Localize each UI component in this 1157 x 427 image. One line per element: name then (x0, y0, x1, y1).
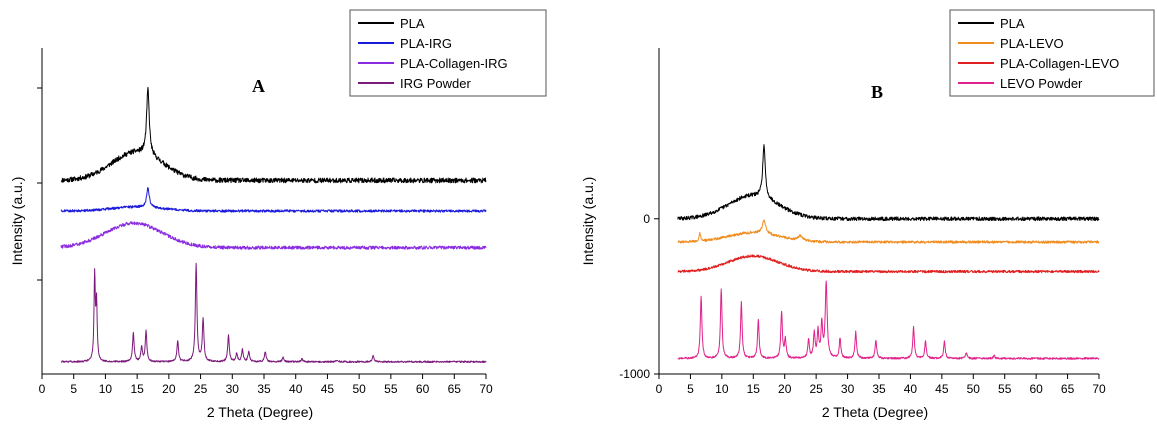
y-tick-label: 0 (643, 212, 650, 226)
series-line-irg-powder (60, 262, 487, 364)
y-axis-label: Intensity (a.u.) (9, 177, 25, 266)
x-tick-label: 15 (130, 382, 144, 396)
x-tick-label: 40 (289, 382, 303, 396)
legend-entry: LEVO Powder (1000, 76, 1083, 91)
x-axis-label: 2 Theta (Degree) (822, 404, 928, 420)
legend-box (949, 9, 1155, 97)
series-line-pla-collagen-levo (677, 254, 1100, 274)
x-tick-label: 45 (935, 382, 949, 396)
x-tick-label: 15 (747, 382, 761, 396)
y-axis-label: Intensity (a.u.) (580, 177, 596, 266)
x-tick-label: 25 (809, 382, 823, 396)
x-tick-label: 0 (39, 382, 46, 396)
legend: PLA PLA-IRG PLA-Collagen-IRG IRG Powder (349, 9, 547, 97)
x-tick-label: 10 (715, 382, 729, 396)
x-tick-label: 65 (1061, 382, 1075, 396)
panel-a-chart: 0 5 10 15 20 25 30 35 40 45 50 55 60 65 70 2 Theta (Deg… (9, 9, 547, 420)
x-tick-label: 20 (778, 382, 792, 396)
x-tick-label: 70 (1092, 382, 1106, 396)
legend-entry: PLA (400, 16, 425, 31)
x-tick-label: 35 (257, 382, 271, 396)
x-tick-label: 5 (687, 382, 694, 396)
x-tick-label: 65 (448, 382, 462, 396)
x-tick-label: 5 (70, 382, 77, 396)
legend-entry: PLA-Collagen-LEVO (1000, 56, 1119, 71)
legend-entry: PLA-LEVO (1000, 36, 1064, 51)
x-tick-label: 30 (226, 382, 240, 396)
x-tick-label: 50 (967, 382, 981, 396)
panel-letter: A (252, 76, 265, 96)
series-line-pla-levo (677, 219, 1100, 244)
series-line-levo-powder (677, 280, 1100, 360)
x-tick-label: 25 (194, 382, 208, 396)
legend-entry: PLA-Collagen-IRG (400, 56, 508, 71)
x-tick-label: 45 (321, 382, 335, 396)
x-tick-label: 0 (656, 382, 663, 396)
panel-letter: B (871, 82, 883, 102)
x-tick-label: 60 (1029, 382, 1043, 396)
series-line-pla-irg (60, 187, 487, 213)
series-line-pla (60, 86, 487, 184)
legend-entry: PLA (1000, 16, 1025, 31)
y-tick-label: -1000 (619, 367, 650, 381)
x-tick-label: 70 (479, 382, 493, 396)
legend-entry: IRG Powder (400, 76, 471, 91)
x-tick-label: 50 (352, 382, 366, 396)
panel-b-chart: 0 5 10 15 20 25 30 35 40 45 50 55 60 65 70 0 -1000 2 Thet… (580, 9, 1155, 420)
x-tick-label: 55 (384, 382, 398, 396)
legend-entry: PLA-IRG (400, 36, 452, 51)
x-tick-label: 30 (841, 382, 855, 396)
x-tick-label: 10 (99, 382, 113, 396)
series-line-pla-collagen-irg (60, 221, 487, 250)
x-tick-label: 35 (872, 382, 886, 396)
x-axis-label: 2 Theta (Degree) (207, 404, 313, 420)
x-tick-label: 20 (162, 382, 176, 396)
x-tick-label: 55 (998, 382, 1012, 396)
x-tick-label: 60 (416, 382, 430, 396)
x-tick-label: 40 (904, 382, 918, 396)
legend: PLA PLA-LEVO PLA-Collagen-LEVO LEVO Powder (949, 9, 1155, 97)
series-line-pla (677, 144, 1100, 222)
legend-box (349, 9, 547, 97)
